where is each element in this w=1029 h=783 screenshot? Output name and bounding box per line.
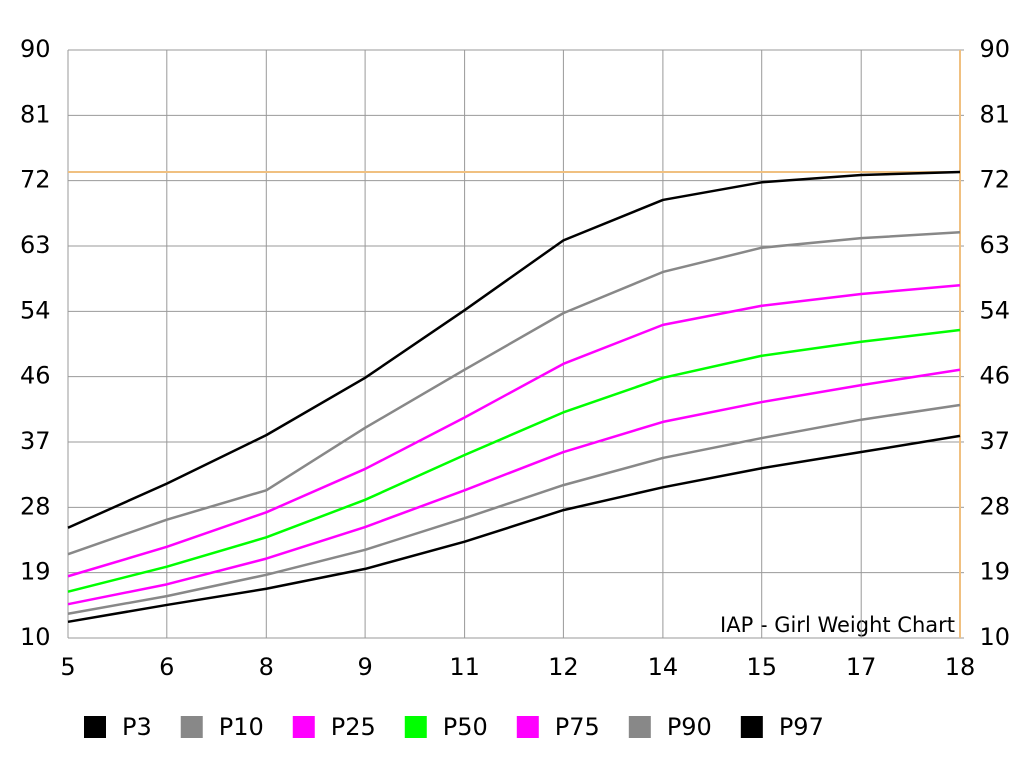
series-line (67, 328, 961, 593)
x-tick-label: 15 (746, 653, 777, 681)
series-line (67, 434, 961, 624)
y-tick-label: 54 (20, 296, 51, 324)
legend-label: P50 (443, 713, 488, 741)
legend-label: P10 (219, 713, 264, 741)
series-line (67, 231, 961, 556)
legend-label: P3 (122, 713, 152, 741)
y-tick-label: 28 (20, 492, 51, 520)
y2-tick-label: 54 (979, 296, 1010, 324)
y2-tick-label: 28 (979, 492, 1010, 520)
y2-tick-label: 90 (979, 35, 1010, 63)
x-tick-label: 14 (648, 653, 679, 681)
x-tick-label: 5 (60, 653, 75, 681)
y-tick-label: 72 (20, 166, 51, 194)
legend-swatch (180, 716, 203, 738)
series-line (67, 170, 961, 529)
legend-swatch (292, 716, 315, 738)
legend-swatch (628, 716, 651, 738)
series-line (67, 368, 961, 606)
y2-tick-label: 63 (979, 231, 1010, 259)
y2-tick-label: 19 (979, 558, 1010, 586)
y-tick-label: 81 (20, 100, 51, 128)
y2-tick-label: 46 (979, 362, 1010, 390)
x-tick-label: 11 (449, 653, 480, 681)
series-line (67, 403, 961, 615)
legend-swatch (740, 716, 763, 738)
legend-label: P97 (779, 713, 824, 741)
x-tick-label: 9 (357, 653, 372, 681)
series-line (67, 283, 961, 578)
y-tick-label: 10 (20, 623, 51, 651)
annotation: IAP - Girl Weight Chart (720, 613, 955, 637)
y-tick-label: 63 (20, 231, 51, 259)
y-tick-label: 37 (20, 427, 51, 455)
x-tick-label: 8 (259, 653, 274, 681)
y-tick-label: 19 (20, 558, 51, 586)
x-tick-label: 6 (159, 653, 174, 681)
y2-tick-label: 81 (979, 100, 1010, 128)
x-tick-label: 17 (846, 653, 877, 681)
x-tick-label: 12 (548, 653, 579, 681)
y2-tick-label: 72 (979, 166, 1010, 194)
x-tick-label: 18 (945, 653, 976, 681)
legend-swatch (516, 716, 539, 738)
legend-swatch (404, 716, 427, 738)
legend-label: P75 (555, 713, 600, 741)
legend-swatch (84, 716, 106, 738)
y-tick-label: 90 (20, 35, 51, 63)
y2-tick-label: 37 (979, 427, 1010, 455)
legend-label: P25 (331, 713, 376, 741)
y-tick-label: 46 (20, 362, 51, 390)
legend-label: P90 (667, 713, 712, 741)
y2-tick-label: 10 (979, 623, 1010, 651)
